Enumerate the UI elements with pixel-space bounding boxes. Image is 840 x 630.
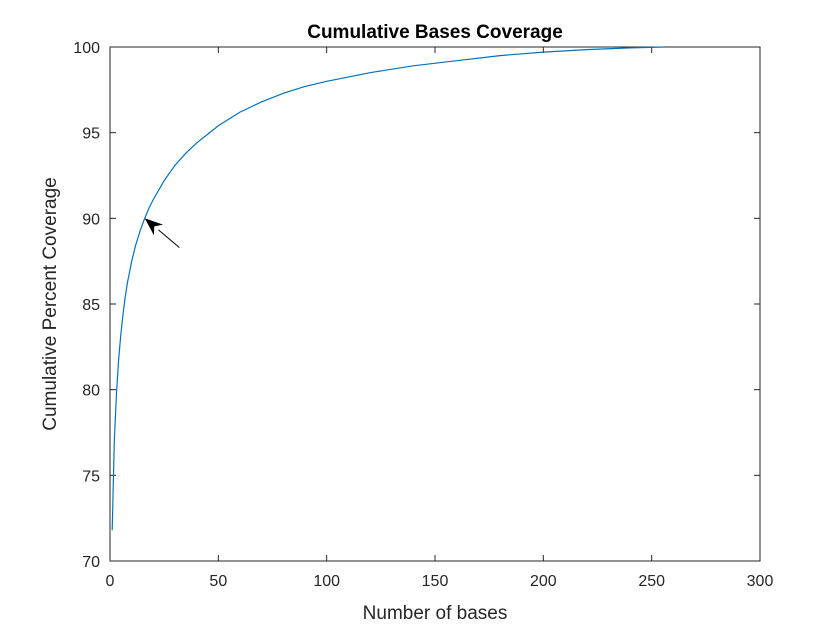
x-tick-label: 200 xyxy=(530,573,557,590)
arrow-shaft xyxy=(158,229,180,248)
plot-area xyxy=(109,46,761,562)
x-tick-label: 300 xyxy=(747,573,774,590)
y-axis: 70 75 80 85 90 95 100 xyxy=(73,40,760,571)
series-group xyxy=(111,46,665,531)
y-tick-label: 75 xyxy=(82,468,100,485)
y-tick-label: 85 xyxy=(82,297,100,314)
y-tick-label: 95 xyxy=(82,126,100,143)
x-tick-label: 150 xyxy=(422,573,449,590)
coverage-line xyxy=(111,46,665,531)
arrow-head-icon xyxy=(144,218,163,236)
y-tick-label: 80 xyxy=(82,383,100,400)
y-tick-label: 90 xyxy=(82,211,100,228)
y-tick-label: 100 xyxy=(73,40,100,57)
y-axis-label: Cumulative Percent Coverage xyxy=(40,177,61,430)
annotations xyxy=(144,218,180,248)
x-axis-label: Number of bases xyxy=(363,603,508,624)
x-tick-label: 0 xyxy=(106,573,115,590)
x-tick-label: 250 xyxy=(638,573,665,590)
chart-title: Cumulative Bases Coverage xyxy=(307,22,563,43)
x-tick-label: 50 xyxy=(209,573,227,590)
x-tick-label: 100 xyxy=(313,573,340,590)
x-axis: 0 50 100 150 200 250 300 xyxy=(106,47,774,590)
y-tick-label: 70 xyxy=(82,554,100,571)
